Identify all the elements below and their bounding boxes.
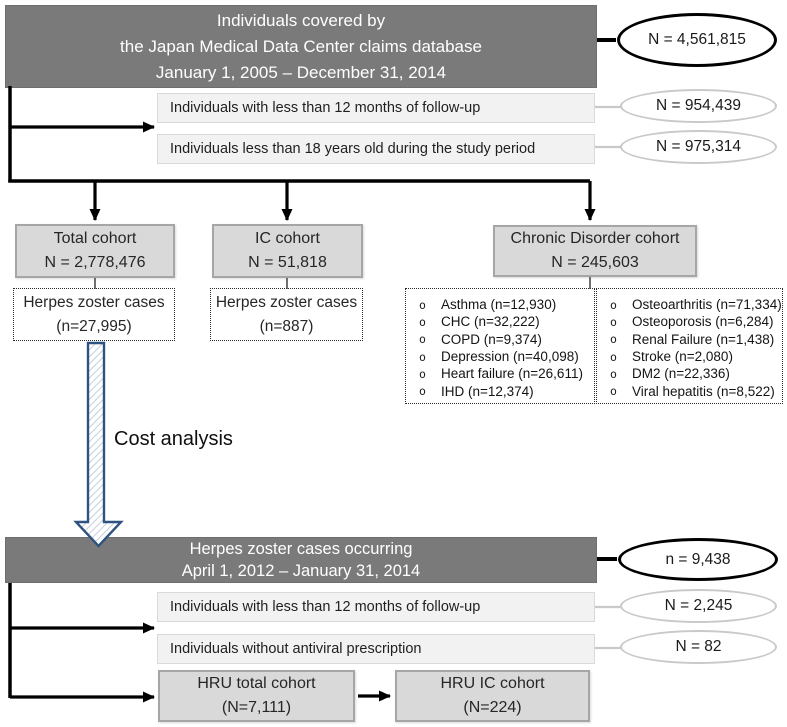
ic-cohort-name: IC cohort [255,230,320,247]
hru-ic-line1: HRU IC cohort [440,675,545,692]
chronic-cohort-name: Chronic Disorder cohort [510,230,680,247]
circle-bullet-icon: o [610,384,617,399]
total-herpes-line2: (n=27,995) [56,317,132,335]
ic-herpes-cases-box: Herpes zoster cases (n=887) [210,288,363,341]
disorder-label: COPD (n=9,374) [441,331,542,347]
disorder-label: CHC (n=32,222) [441,314,540,330]
circle-bullet-icon: o [610,349,617,364]
list-item: o COPD (n=9,374) [406,331,594,348]
hz-occurring-line1: Herpes zoster cases occurring [189,540,413,558]
hz-occurring-line2: April 1, 2012 – January 31, 2014 [181,562,421,580]
cost-analysis-label: Cost analysis [114,428,233,450]
disorder-label: Asthma (n=12,930) [441,297,557,313]
hru-ic-cohort-box: HRU IC cohort (N=224) [395,670,590,722]
source-line-1: Individuals covered by [216,10,386,30]
exclusion-age-count-ellipse: N = 975,314 [620,130,777,164]
list-item: o Renal Failure (n=1,438) [597,331,782,348]
hz-occurring-count-ellipse: n = 9,438 [618,538,778,581]
circle-bullet-icon: o [610,314,617,329]
list-item: o DM2 (n=22,336) [597,365,782,382]
disorder-label: IHD (n=12,374) [441,383,534,399]
source-population-box: Individuals covered by the Japan Medical… [5,5,597,88]
disorder-label: Renal Failure (n=1,438) [632,331,775,347]
list-item: o CHC (n=32,222) [406,313,594,330]
exclusion-followup2-box: Individuals with less than 12 months of … [157,592,595,622]
disorder-label: Osteoarthritis (n=71,334) [632,297,782,313]
circle-bullet-icon: o [610,366,617,381]
total-herpes-line1: Herpes zoster cases [23,293,165,311]
exclusion-followup-box: Individuals with less than 12 months of … [157,93,595,123]
hru-total-cohort-box: HRU total cohort (N=7,111) [158,670,355,722]
disorder-label: Heart failure (n=26,611) [441,366,583,382]
disorder-label: DM2 (n=22,336) [632,366,730,382]
exclusion-followup-count-ellipse: N = 954,439 [620,89,777,123]
circle-bullet-icon: o [419,314,426,329]
disorder-label: Viral hepatitis (n=8,522) [632,383,775,399]
ic-cohort-n: N = 51,818 [248,254,327,271]
circle-bullet-icon: o [610,297,617,312]
total-herpes-cases-box: Herpes zoster cases (n=27,995) [13,288,175,341]
exclusion-followup2-count-ellipse: N = 2,245 [620,589,777,623]
total-cohort-n: N = 2,778,476 [44,254,146,271]
disorder-label: Osteoporosis (n=6,284) [632,314,774,330]
total-cohort-box: Total cohort N = 2,778,476 [15,224,175,278]
disorder-label: Depression (n=40,098) [441,349,579,365]
hru-ic-line2: (N=224) [463,699,522,716]
circle-bullet-icon: o [419,332,426,347]
list-item: o Viral hepatitis (n=8,522) [597,382,782,399]
circle-bullet-icon: o [419,349,426,364]
hz-occurring-box: Herpes zoster cases occurring April 1, 2… [5,537,597,583]
list-item: o IHD (n=12,374) [406,382,594,399]
list-item: o Stroke (n=2,080) [597,348,782,365]
source-line-2: the Japan Medical Data Center claims dat… [120,36,482,56]
hru-total-line1: HRU total cohort [197,675,316,692]
list-item: o Osteoporosis (n=6,284) [597,313,782,330]
circle-bullet-icon: o [419,366,426,381]
disorder-label: Stroke (n=2,080) [632,349,733,365]
source-line-3: January 1, 2005 – December 31, 2014 [155,62,447,82]
circle-bullet-icon: o [610,332,617,347]
chronic-disorder-cohort-box: Chronic Disorder cohort N = 245,603 [493,225,697,277]
ic-cohort-box: IC cohort N = 51,818 [212,224,363,278]
list-item: o Heart failure (n=26,611) [406,365,594,382]
chronic-cohort-n: N = 245,603 [551,254,639,271]
exclusion-age-box: Individuals less than 18 years old durin… [157,134,595,164]
ic-herpes-line1: Herpes zoster cases [215,293,358,311]
total-cohort-name: Total cohort [53,230,137,247]
exclusion-antiviral-count-ellipse: N = 82 [620,630,777,664]
exclusion-antiviral-box: Individuals without antiviral prescripti… [157,634,595,664]
chronic-disorder-list-left: o Asthma (n=12,930) o CHC (n=32,222) o COPD… [405,288,595,404]
list-item: o Osteoarthritis (n=71,334) [597,296,782,313]
ic-herpes-line2: (n=887) [259,317,314,335]
source-count-ellipse: N = 4,561,815 [617,13,777,67]
hru-total-line2: (N=7,111) [221,699,292,716]
circle-bullet-icon: o [419,384,426,399]
circle-bullet-icon: o [419,297,426,312]
list-item: o Depression (n=40,098) [406,348,594,365]
list-item: o Asthma (n=12,930) [406,296,594,313]
chronic-disorder-list-right: o Osteoarthritis (n=71,334) o Osteoporosis… [596,288,783,404]
